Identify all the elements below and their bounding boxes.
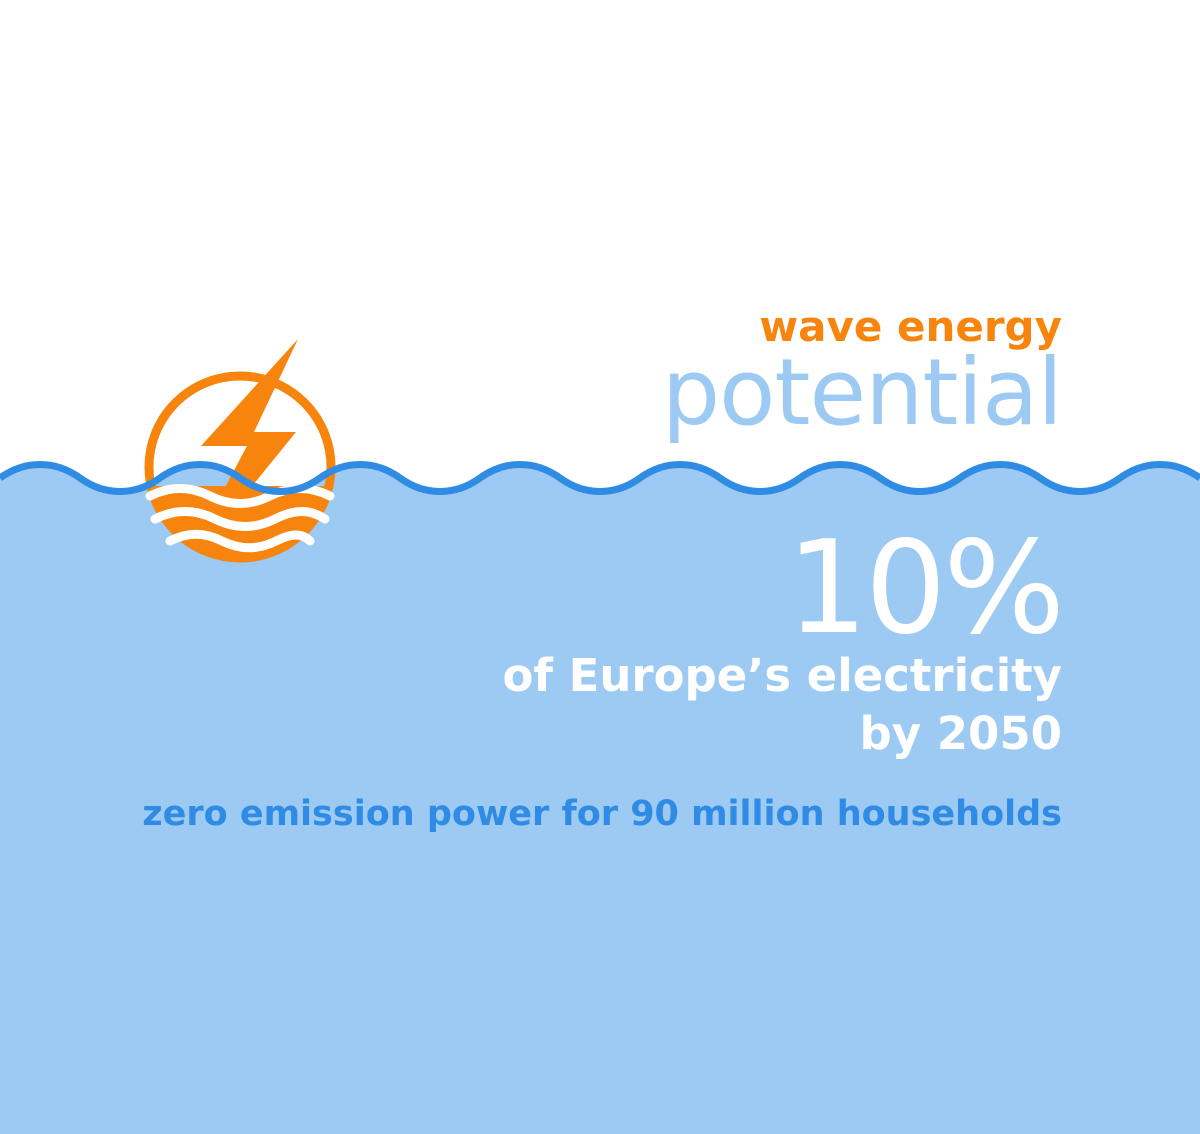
stat-description-line-1: of Europe’s electricity (502, 649, 1062, 702)
water-area (0, 464, 1200, 1134)
heading-wave-energy: wave energy (759, 302, 1062, 351)
wave-surface-line (0, 461, 1200, 495)
lightning-bolt-icon (201, 339, 298, 528)
stat-description-line-2: by 2050 (859, 707, 1062, 760)
stat-percentage: 10% (786, 514, 1065, 663)
heading-potential: potential (661, 339, 1063, 446)
tagline: zero emission power for 90 million house… (142, 794, 1062, 834)
